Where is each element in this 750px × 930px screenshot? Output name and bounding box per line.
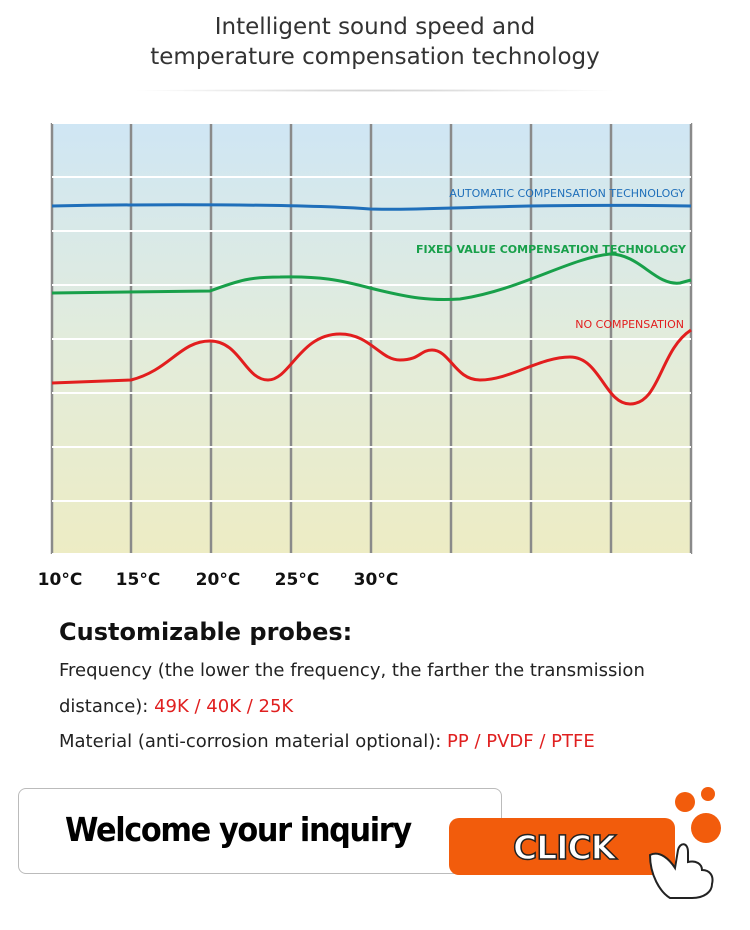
curve-label: AUTOMATIC COMPENSATION TECHNOLOGY: [449, 187, 685, 200]
probes-heading: Customizable probes:: [59, 618, 353, 646]
curve-fixed: [51, 252, 692, 302]
frequency-line: Frequency (the lower the frequency, the …: [59, 653, 689, 725]
curve-label: FIXED VALUE COMPENSATION TECHNOLOGY: [416, 243, 687, 256]
title-line: Intelligent sound speed and: [214, 14, 536, 40]
curve-none: [51, 328, 692, 406]
x-label: 20°C: [195, 570, 241, 590]
icons: [648, 787, 721, 899]
hand-icon: [648, 843, 714, 899]
material-text: Material (anti-corrosion material option…: [59, 731, 442, 752]
inquiry-text: Welcome your inquiry: [65, 810, 412, 849]
material-line: Material (anti-corrosion material option…: [59, 724, 689, 760]
click-label[interactable]: CLICK: [512, 827, 617, 868]
curve-automatic: [51, 203, 692, 211]
title-line: temperature compensation technology: [150, 44, 600, 70]
like-icon: [701, 787, 715, 801]
like-icon: [675, 792, 695, 812]
curve-label: NO COMPENSATION: [575, 318, 684, 331]
chart: AUTOMATIC COMPENSATION TECHNOLOGY FIXED …: [50, 122, 693, 555]
frequency-options: 49K / 40K / 25K: [154, 696, 294, 717]
click-button[interactable]: CLICK: [449, 818, 675, 875]
grid: [50, 122, 693, 555]
title-divider: [130, 89, 620, 92]
x-label: 10°C: [37, 570, 83, 590]
x-label: 25°C: [274, 570, 320, 590]
like-icon: [691, 813, 721, 843]
material-options: PP / PVDF / PTFE: [447, 731, 595, 752]
x-label: 30°C: [353, 570, 399, 590]
x-label: 15°C: [115, 570, 161, 590]
frequency-text: Frequency (the lower the frequency, the …: [59, 660, 645, 717]
